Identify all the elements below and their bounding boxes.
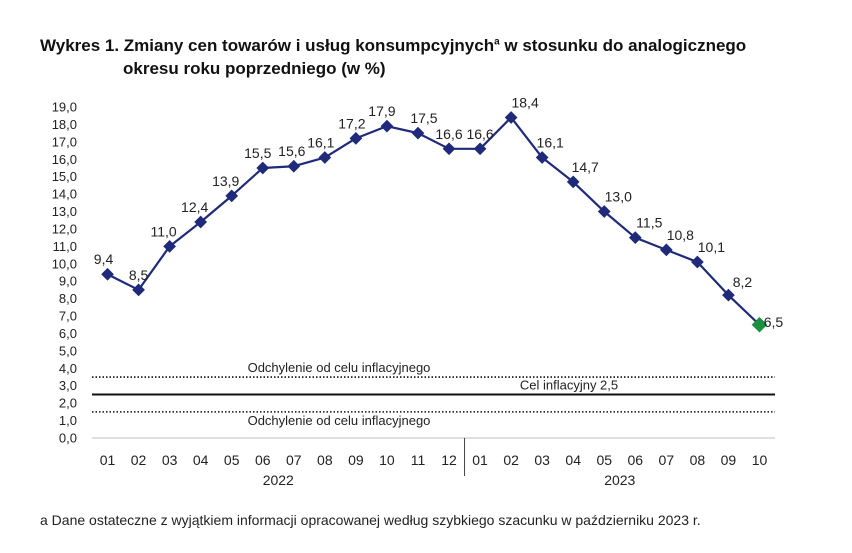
y-tick-label: 2,0: [59, 396, 77, 411]
data-label: 16,1: [307, 135, 334, 151]
title-footnote-marker: a: [494, 36, 500, 48]
data-point-marker: [349, 131, 363, 145]
y-tick-label: 0,0: [59, 431, 77, 446]
data-point-marker: [256, 161, 270, 175]
data-label: 6,5: [764, 314, 784, 330]
inflation-target-label: Cel inflacyjny 2,5: [520, 377, 618, 392]
y-tick-label: 17,0: [52, 134, 77, 149]
x-tick-label: 10: [752, 452, 768, 468]
y-tick-label: 13,0: [52, 204, 77, 219]
data-label: 13,9: [212, 173, 239, 189]
y-tick-label: 5,0: [59, 343, 77, 358]
data-label: 10,1: [698, 239, 725, 255]
x-tick-label: 09: [721, 452, 737, 468]
data-label: 13,0: [605, 189, 632, 205]
y-tick-label: 6,0: [59, 326, 77, 341]
tolerance-band-label: Odchylenie od celu inflacyjnego: [248, 413, 431, 428]
data-label: 17,2: [338, 115, 365, 131]
y-tick-label: 4,0: [59, 361, 77, 376]
data-point-marker: [473, 142, 487, 156]
data-label: 15,5: [244, 145, 271, 161]
data-label: 17,5: [410, 110, 437, 126]
y-tick-label: 10,0: [52, 256, 77, 271]
y-tick-label: 12,0: [52, 221, 77, 236]
x-tick-label: 06: [628, 452, 644, 468]
x-tick-label: 05: [596, 452, 612, 468]
y-tick-label: 14,0: [52, 187, 77, 202]
x-tick-label: 02: [503, 452, 519, 468]
y-tick-label: 15,0: [52, 169, 77, 184]
x-tick-label: 03: [534, 452, 550, 468]
data-label: 11,5: [636, 215, 662, 231]
data-label: 11,0: [151, 223, 177, 239]
data-point-marker: [287, 159, 301, 173]
data-label: 8,5: [129, 267, 149, 283]
tolerance-band-label: Odchylenie od celu inflacyjnego: [248, 360, 431, 375]
data-label: 17,9: [368, 103, 395, 119]
x-tick-label: 08: [317, 452, 333, 468]
y-tick-label: 18,0: [52, 117, 77, 132]
data-point-marker: [411, 126, 425, 140]
data-label: 12,4: [181, 199, 208, 215]
x-tick-label: 03: [162, 452, 178, 468]
x-tick-label: 02: [131, 452, 147, 468]
x-tick-label: 07: [659, 452, 675, 468]
x-tick-label: 09: [348, 452, 364, 468]
y-tick-label: 19,0: [52, 100, 77, 115]
x-tick-label: 04: [565, 452, 581, 468]
y-tick-label: 1,0: [59, 413, 77, 428]
title-line1-text: Wykres 1. Zmiany cen towarów i usług kon…: [40, 36, 495, 55]
y-tick-label: 8,0: [59, 291, 77, 306]
x-tick-label: 05: [224, 452, 240, 468]
data-label: 10,8: [667, 227, 694, 243]
x-tick-label: 12: [441, 452, 457, 468]
data-label: 16,1: [537, 135, 564, 151]
x-tick-label: 10: [379, 452, 395, 468]
x-tick-label: 11: [411, 452, 426, 468]
data-point-marker: [380, 119, 394, 133]
x-tick-label: 07: [286, 452, 302, 468]
data-label: 15,6: [278, 143, 305, 159]
data-point-marker: [318, 151, 332, 164]
data-point-marker: [225, 189, 239, 203]
x-tick-label: 01: [100, 452, 116, 468]
data-label: 8,2: [733, 274, 753, 290]
chart-title: Wykres 1. Zmiany cen towarów i usług kon…: [40, 34, 820, 80]
series-line: [107, 116, 761, 326]
x-tick-label: 01: [472, 452, 488, 468]
data-label: 18,4: [511, 94, 538, 110]
data-point-marker: [659, 243, 673, 257]
data-label: 16,6: [435, 126, 462, 142]
y-tick-label: 3,0: [59, 378, 77, 393]
year-label: 2023: [604, 472, 635, 488]
data-point-marker: [132, 283, 145, 297]
data-point-marker: [101, 267, 114, 281]
chart-title-line1: Wykres 1. Zmiany cen towarów i usług kon…: [40, 34, 820, 57]
y-tick-label: 16,0: [52, 152, 77, 167]
y-tick-label: 11,0: [53, 239, 77, 254]
y-tick-label: 7,0: [59, 309, 77, 324]
title-line1-end: w stosunku do analogicznego: [499, 36, 747, 55]
chart-title-line2: okresu roku poprzedniego (w %): [123, 59, 386, 78]
data-label: 9,4: [94, 251, 114, 267]
x-tick-label: 08: [690, 452, 706, 468]
year-label: 2022: [263, 472, 294, 488]
data-label: 16,6: [466, 126, 493, 142]
y-tick-label: 9,0: [59, 274, 77, 289]
footnote: a Dane ostateczne z wyjątkiem informacji…: [40, 512, 701, 528]
data-point-marker: [442, 142, 456, 156]
x-tick-label: 06: [255, 452, 271, 468]
data-label: 14,7: [572, 159, 599, 175]
data-point-marker: [163, 240, 176, 253]
data-point-marker: [194, 215, 208, 229]
x-tick-label: 04: [193, 452, 209, 468]
